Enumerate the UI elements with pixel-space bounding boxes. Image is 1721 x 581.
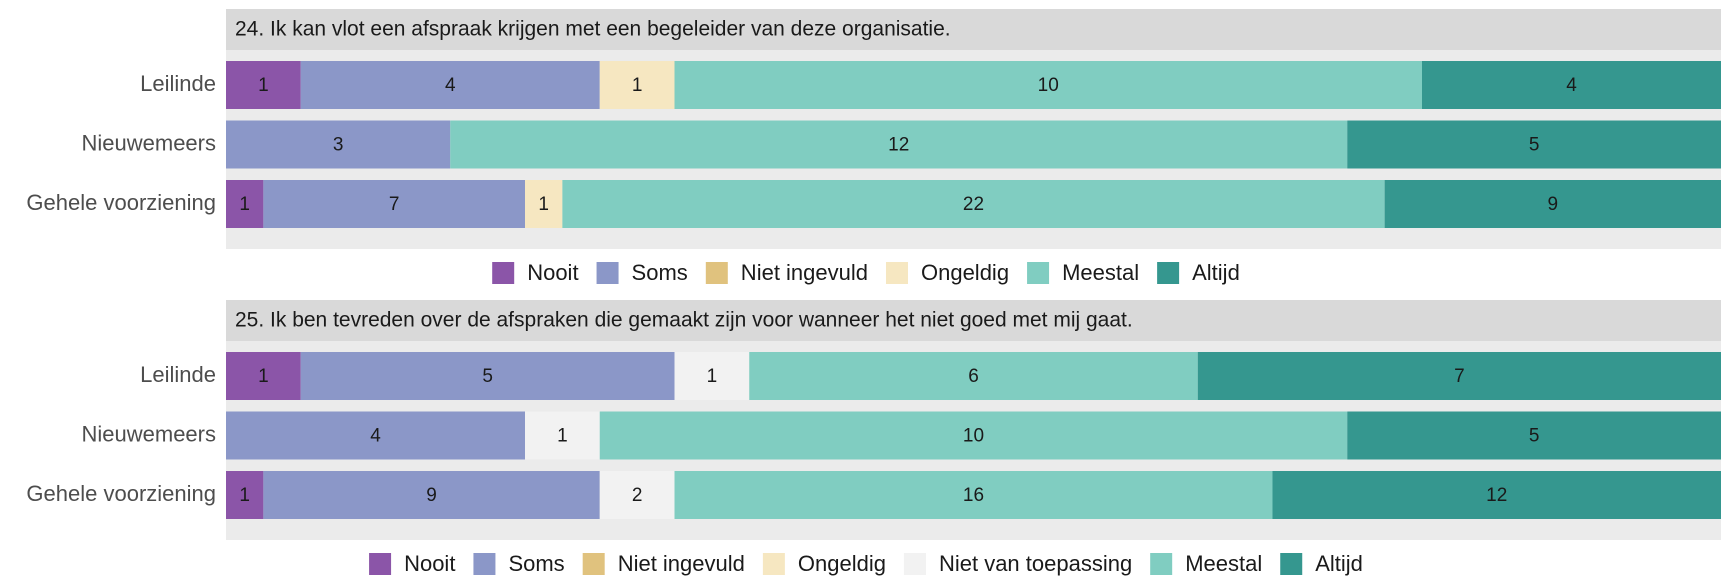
value-label: 1 bbox=[707, 366, 718, 387]
bar-segment bbox=[226, 352, 301, 400]
bar-segment bbox=[749, 352, 1198, 400]
legend-swatch bbox=[492, 262, 515, 284]
panel-title: 25. Ik ben tevreden over de afspraken di… bbox=[235, 309, 1133, 332]
bar-segment bbox=[1347, 411, 1721, 460]
bar-segment bbox=[674, 352, 750, 400]
value-label: 9 bbox=[1548, 194, 1559, 215]
value-label: 2 bbox=[632, 485, 643, 506]
legend-label: Meestal bbox=[1185, 551, 1262, 576]
value-label: 1 bbox=[258, 75, 269, 96]
value-label: 9 bbox=[426, 485, 437, 506]
bar-segment bbox=[1422, 61, 1721, 109]
value-label: 12 bbox=[888, 135, 909, 156]
legend-swatch bbox=[582, 553, 605, 575]
legend-swatch bbox=[762, 553, 785, 575]
legend: Nooit Soms Niet ingevuld Ongeldig Meestal Alt… bbox=[492, 260, 1240, 285]
legend-swatch bbox=[1280, 553, 1303, 575]
title-strip bbox=[226, 300, 1721, 341]
row-label: Leilinde bbox=[140, 362, 216, 387]
row-label: Leilinde bbox=[140, 71, 216, 96]
value-label: 4 bbox=[445, 75, 456, 96]
legend-swatch bbox=[903, 553, 926, 575]
value-label: 7 bbox=[1454, 366, 1465, 387]
legend-swatch bbox=[369, 553, 392, 575]
bar-segment bbox=[599, 411, 1348, 460]
legend-label: Niet ingevuld bbox=[618, 551, 745, 576]
legend-label: Soms bbox=[632, 260, 688, 285]
bar-segment bbox=[599, 471, 675, 519]
bar-segment bbox=[525, 180, 563, 228]
legend-label: Nooit bbox=[527, 260, 578, 285]
bar-segment bbox=[562, 180, 1385, 228]
legend-swatch bbox=[705, 262, 728, 284]
legend-label: Altijd bbox=[1192, 260, 1240, 285]
bar-segment bbox=[226, 471, 264, 519]
legend-label: Niet ingevuld bbox=[741, 260, 868, 285]
bar-segment bbox=[226, 61, 301, 109]
legend-swatch bbox=[1157, 262, 1180, 284]
value-label: 5 bbox=[1529, 426, 1540, 447]
bar-segment bbox=[674, 471, 1273, 519]
legend-swatch bbox=[1027, 262, 1050, 284]
value-label: 10 bbox=[963, 426, 984, 447]
value-label: 4 bbox=[370, 426, 381, 447]
value-label: 6 bbox=[968, 366, 979, 387]
legend-swatch bbox=[596, 262, 619, 284]
bar-segment bbox=[226, 411, 525, 460]
panel-title: 24. Ik kan vlot een afspraak krijgen met… bbox=[235, 18, 951, 41]
bar-segment bbox=[1197, 352, 1721, 400]
value-label: 5 bbox=[482, 366, 493, 387]
bar-segment bbox=[450, 120, 1348, 169]
legend-swatch bbox=[1150, 553, 1173, 575]
legend: Nooit Soms Niet ingevuld Ongeldig Niet van t… bbox=[369, 551, 1363, 576]
value-label: 12 bbox=[1486, 485, 1507, 506]
value-label: 3 bbox=[333, 135, 344, 156]
row-label: Gehele voorziening bbox=[26, 481, 216, 506]
value-label: 1 bbox=[239, 194, 250, 215]
value-label: 4 bbox=[1566, 75, 1577, 96]
row-label: Nieuwemeers bbox=[82, 130, 217, 155]
bar-segment bbox=[226, 120, 451, 169]
bar-segment bbox=[599, 61, 675, 109]
value-label: 22 bbox=[963, 194, 984, 215]
value-label: 1 bbox=[239, 485, 250, 506]
legend-label: Nooit bbox=[404, 551, 455, 576]
legend-swatch bbox=[473, 553, 496, 575]
bar-segment bbox=[674, 61, 1422, 109]
legend-label: Meestal bbox=[1062, 260, 1139, 285]
title-strip bbox=[226, 9, 1721, 50]
legend-label: Soms bbox=[508, 551, 564, 576]
legend-label: Ongeldig bbox=[921, 260, 1009, 285]
legend-swatch bbox=[885, 262, 908, 284]
row-label: Nieuwemeers bbox=[82, 421, 217, 446]
bar-segment bbox=[263, 180, 525, 228]
value-label: 10 bbox=[1038, 75, 1059, 96]
value-label: 1 bbox=[557, 426, 568, 447]
value-label: 16 bbox=[963, 485, 984, 506]
value-label: 7 bbox=[389, 194, 400, 215]
bar-segment bbox=[300, 352, 675, 400]
value-label: 5 bbox=[1529, 135, 1540, 156]
bar-segment bbox=[226, 180, 264, 228]
value-label: 1 bbox=[538, 194, 549, 215]
legend-label: Niet van toepassing bbox=[939, 551, 1132, 576]
bar-segment bbox=[1384, 180, 1721, 228]
bar-segment bbox=[525, 411, 600, 460]
legend-label: Ongeldig bbox=[798, 551, 886, 576]
row-label: Gehele voorziening bbox=[26, 190, 216, 215]
value-label: 1 bbox=[632, 75, 643, 96]
bar-segment bbox=[263, 471, 600, 519]
bar-segment bbox=[300, 61, 600, 109]
value-label: 1 bbox=[258, 366, 269, 387]
bar-segment bbox=[1272, 471, 1721, 519]
bar-segment bbox=[1347, 120, 1721, 169]
legend-label: Altijd bbox=[1315, 551, 1363, 576]
